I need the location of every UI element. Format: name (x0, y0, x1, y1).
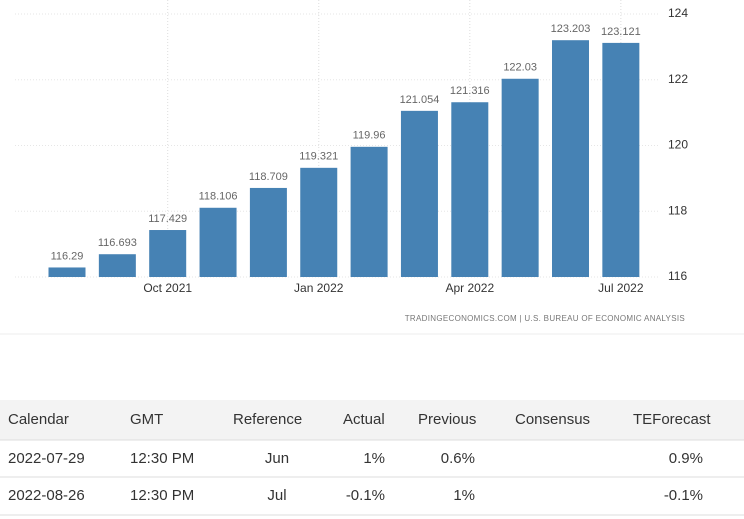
table-cell: 12:30 PM (130, 487, 194, 504)
bar (48, 267, 86, 277)
x-tick-label: Jan 2022 (294, 281, 344, 295)
data-label: 118.709 (249, 171, 288, 183)
table-cell: Jun (265, 450, 289, 467)
data-label: 119.96 (353, 130, 386, 142)
column-header: TEForecast (633, 411, 711, 428)
data-label: 122.03 (503, 62, 537, 74)
bar (350, 146, 388, 277)
y-tick-label: 116 (668, 269, 687, 283)
y-tick-label: 122 (668, 72, 688, 86)
y-tick-label: 118 (668, 203, 687, 217)
data-label: 121.316 (450, 85, 490, 97)
data-label: 123.203 (551, 23, 591, 35)
data-label: 119.321 (299, 151, 338, 163)
bar (98, 254, 136, 277)
bar (552, 40, 589, 278)
table-cell: 2022-08-26 (8, 487, 85, 504)
data-label: 118.106 (199, 191, 238, 203)
table-cell: 1% (363, 450, 385, 467)
table-cell: -0.1% (346, 487, 385, 504)
column-header: Previous (418, 411, 476, 428)
source: TRADINGECONOMICS.COM | U.S. BUREAU OF EC… (405, 314, 685, 323)
y-tick-label: 120 (668, 138, 688, 152)
data-label: 121.054 (400, 94, 440, 106)
column-header: Reference (233, 411, 302, 428)
data-label: 117.429 (148, 213, 187, 225)
bar (300, 167, 338, 277)
table-cell: 12:30 PM (130, 450, 194, 467)
table-cell: 2022-07-29 (8, 450, 85, 467)
column-header: Actual (343, 411, 385, 428)
x-tick-label: Apr 2022 (445, 281, 494, 295)
table-cell: 0.9% (669, 450, 703, 467)
bar (602, 42, 640, 277)
y-tick-label: 124 (668, 6, 688, 20)
data-label: 123.121 (601, 26, 641, 38)
bar (400, 110, 438, 277)
bar (451, 102, 489, 277)
bar (249, 187, 287, 277)
data-label: 116.693 (98, 237, 137, 249)
table-cell: -0.1% (664, 487, 703, 504)
column-header: Consensus (515, 411, 590, 428)
column-header: Calendar (8, 411, 69, 428)
bar (199, 207, 237, 277)
table-cell: Jul (267, 487, 286, 504)
data-label: 116.29 (51, 250, 84, 262)
table-cell: 1% (453, 487, 475, 504)
bar (501, 78, 539, 277)
column-header: GMT (130, 411, 163, 428)
x-tick-label: Oct 2021 (143, 281, 192, 295)
table-header-bg (0, 400, 744, 440)
x-tick-label: Jul 2022 (598, 281, 644, 295)
bar (149, 230, 187, 277)
table-cell: 0.6% (441, 450, 475, 467)
